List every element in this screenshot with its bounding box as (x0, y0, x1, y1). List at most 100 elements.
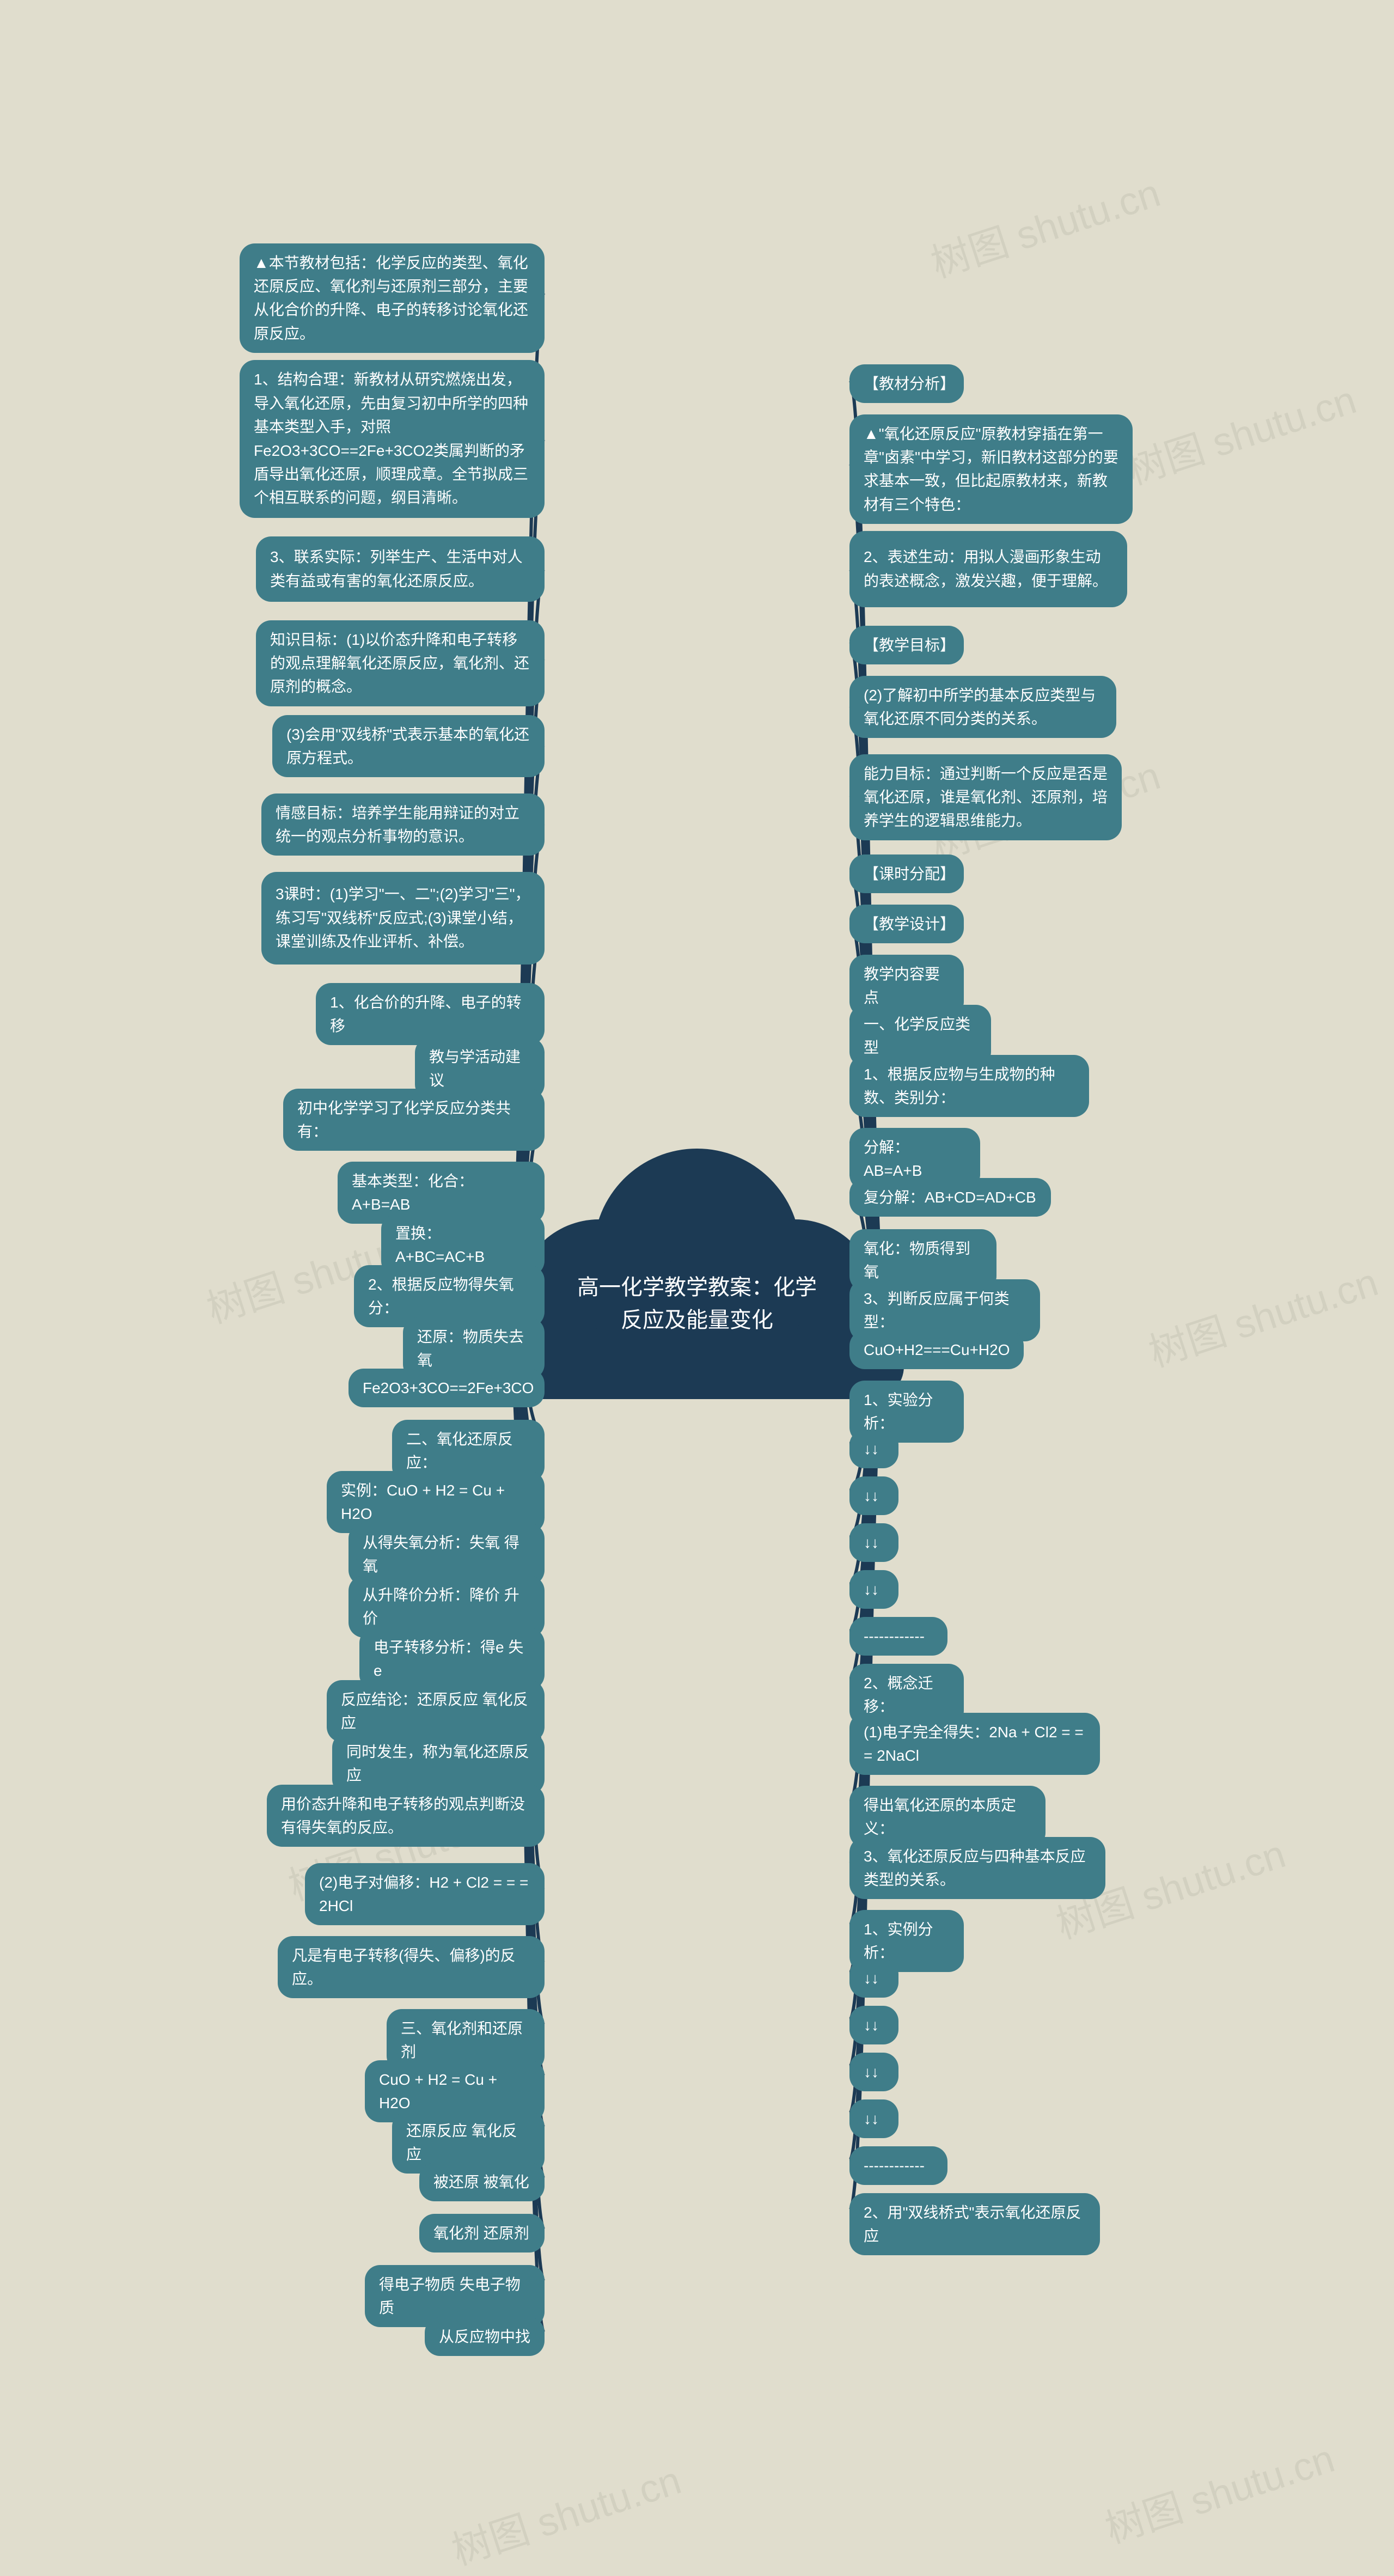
node-label: ↓↓ (864, 1484, 879, 1507)
left-node: 1、化合价的升降、电子的转移 (316, 983, 545, 1046)
left-node: 被还原 被氧化 (419, 2163, 545, 2201)
right-node: 复分解：AB+CD=AD+CB (849, 1178, 1051, 1217)
node-label: 3、氧化还原反应与四种基本反应类型的关系。 (864, 1845, 1091, 1892)
watermark: 树图 shutu.cn (1097, 2426, 1340, 2554)
node-label: 3、联系实际：列举生产、生活中对人类有益或有害的氧化还原反应。 (270, 545, 530, 593)
node-label: 1、根据反应物与生成物的种数、类别分： (864, 1063, 1075, 1110)
node-label: 从升降价分析：降价 升价 (363, 1583, 530, 1631)
node-label: ↓↓ (864, 1967, 879, 1990)
node-label: 能力目标：通过判断一个反应是否是氧化还原，谁是氧化剂、还原剂，培养学生的逻辑思维… (864, 762, 1108, 833)
right-node: 【教学目标】 (849, 626, 964, 664)
node-label: 基本类型：化合：A+B=AB (352, 1169, 530, 1217)
node-label: ------------ (864, 2154, 925, 2177)
node-label: 电子转移分析：得e 失e (374, 1635, 530, 1683)
right-node: ↓↓ (849, 1523, 898, 1562)
right-node: 【教材分析】 (849, 364, 964, 403)
node-label: 1、结构合理：新教材从研究燃烧出发，导入氧化还原，先由复习初中所学的四种基本类型… (254, 368, 530, 509)
node-label: ------------ (864, 1625, 925, 1648)
right-node: (1)电子完全得失：2Na + Cl2 = = = 2NaCl (849, 1713, 1100, 1775)
node-label: 凡是有电子转移(得失、偏移)的反应。 (292, 1944, 530, 1991)
right-node: 2、表述生动：用拟人漫画形象生动的表述概念，激发兴趣，便于理解。 (849, 531, 1127, 607)
node-label: ↓↓ (864, 2013, 879, 2037)
center-title: 高一化学教学教案：化学 反应及能量变化 (577, 1271, 817, 1336)
right-node: ↓↓ (849, 1959, 898, 1998)
node-label: (3)会用"双线桥"式表示基本的氧化还原方程式。 (286, 723, 530, 770)
node-label: 三、氧化剂和还原剂 (401, 2017, 530, 2064)
node-label: CuO + H2 = Cu + H2O (379, 2068, 530, 2115)
node-label: 1、实例分析： (864, 1918, 950, 1965)
node-label: 二、氧化还原反应： (406, 1427, 530, 1475)
watermark: 树图 shutu.cn (922, 161, 1166, 289)
node-label: 3课时：(1)学习"一、二";(2)学习"三"，练习写"双线桥"反应式;(3)课… (276, 882, 530, 953)
node-label: 还原反应 氧化反应 (406, 2119, 530, 2166)
left-node: 凡是有电子转移(得失、偏移)的反应。 (278, 1936, 545, 1999)
watermark: 树图 shutu.cn (1118, 368, 1362, 496)
right-node: ------------ (849, 1617, 947, 1656)
left-node: (3)会用"双线桥"式表示基本的氧化还原方程式。 (272, 715, 545, 778)
node-label: 1、化合价的升降、电子的转移 (330, 991, 530, 1038)
left-node: 1、结构合理：新教材从研究燃烧出发，导入氧化还原，先由复习初中所学的四种基本类型… (240, 360, 545, 518)
node-label: 3、判断反应属于何类型： (864, 1287, 1026, 1334)
node-label: 从反应物中找 (439, 2325, 530, 2348)
right-node: ↓↓ (849, 2053, 898, 2091)
node-label: 知识目标：(1)以价态升降和电子转移的观点理解氧化还原反应，氧化剂、还原剂的概念… (270, 628, 530, 699)
right-node: 1、根据反应物与生成物的种数、类别分： (849, 1055, 1089, 1118)
node-label: 同时发生，称为氧化还原反应 (346, 1740, 530, 1787)
node-label: 置换：A+BC=AC+B (395, 1222, 530, 1269)
node-label: ▲本节教材包括：化学反应的类型、氧化还原反应、氧化剂与还原剂三部分，主要从化合价… (254, 251, 530, 346)
left-node: ▲本节教材包括：化学反应的类型、氧化还原反应、氧化剂与还原剂三部分，主要从化合价… (240, 243, 545, 353)
node-label: 2、根据反应物得失氧分： (368, 1273, 530, 1320)
node-label: ↓↓ (864, 2107, 879, 2131)
watermark: 树图 shutu.cn (1140, 1250, 1384, 1378)
node-label: 初中化学学习了化学反应分类共有： (297, 1096, 530, 1144)
node-label: 还原：物质失去氧 (417, 1325, 530, 1372)
left-node: Fe2O3+3CO==2Fe+3CO (348, 1369, 545, 1407)
left-node: 氧化剂 还原剂 (419, 2214, 545, 2253)
node-label: 【教学目标】 (864, 633, 950, 657)
left-node: 从反应物中找 (425, 2317, 545, 2356)
right-node: 【教学设计】 (849, 905, 964, 943)
node-label: ↓↓ (864, 1437, 879, 1461)
left-node: 情感目标：培养学生能用辩证的对立统一的观点分析事物的意识。 (261, 793, 545, 856)
node-label: 分解：AB=A+B (864, 1136, 966, 1183)
node-label: ▲"氧化还原反应"原教材穿插在第一章"卤素"中学习，新旧教材这部分的要求基本一致… (864, 422, 1118, 517)
node-label: ↓↓ (864, 1531, 879, 1554)
node-label: (2)了解初中所学的基本反应类型与氧化还原不同分类的关系。 (864, 683, 1102, 731)
left-node: 3课时：(1)学习"一、二";(2)学习"三"，练习写"双线桥"反应式;(3)课… (261, 872, 545, 965)
right-node: ↓↓ (849, 1476, 898, 1515)
node-label: ↓↓ (864, 2060, 879, 2084)
right-node: ↓↓ (849, 2099, 898, 2138)
node-label: 【教学设计】 (864, 912, 950, 936)
node-label: 氧化：物质得到氧 (864, 1237, 982, 1284)
left-node: 初中化学学习了化学反应分类共有： (283, 1089, 545, 1151)
node-label: 得电子物质 失电子物质 (379, 2273, 530, 2320)
left-node: 知识目标：(1)以价态升降和电子转移的观点理解氧化还原反应，氧化剂、还原剂的概念… (256, 620, 545, 706)
node-label: 氧化剂 还原剂 (433, 2221, 529, 2245)
left-node: 用价态升降和电子转移的观点判断没有得失氧的反应。 (267, 1785, 545, 1847)
node-label: 情感目标：培养学生能用辩证的对立统一的观点分析事物的意识。 (276, 801, 530, 849)
node-label: (2)电子对偏移：H2 + Cl2 = = = 2HCl (319, 1871, 530, 1918)
right-node: ↓↓ (849, 1570, 898, 1609)
left-node: (2)电子对偏移：H2 + Cl2 = = = 2HCl (305, 1863, 545, 1926)
node-label: 2、用"双线桥式"表示氧化还原反应 (864, 2201, 1086, 2248)
node-label: 2、概念迁移： (864, 1671, 950, 1719)
node-label: 一、化学反应类型 (864, 1012, 977, 1060)
node-label: ↓↓ (864, 1578, 879, 1601)
right-node: ↓↓ (849, 1430, 898, 1468)
node-label: 被还原 被氧化 (433, 2170, 529, 2194)
node-label: 教学内容要点 (864, 962, 950, 1010)
right-node: 3、氧化还原反应与四种基本反应类型的关系。 (849, 1837, 1105, 1900)
watermark: 树图 shutu.cn (443, 2448, 687, 2576)
node-label: 实例：CuO + H2 = Cu + H2O (341, 1479, 530, 1526)
right-node: (2)了解初中所学的基本反应类型与氧化还原不同分类的关系。 (849, 676, 1116, 738)
node-label: (1)电子完全得失：2Na + Cl2 = = = 2NaCl (864, 1720, 1086, 1768)
right-node: CuO+H2===Cu+H2O (849, 1330, 1024, 1369)
node-label: CuO+H2===Cu+H2O (864, 1338, 1010, 1362)
node-label: 1、实验分析： (864, 1388, 950, 1436)
right-node: ↓↓ (849, 2006, 898, 2044)
node-label: 反应结论：还原反应 氧化反应 (341, 1688, 530, 1735)
right-node: 【课时分配】 (849, 854, 964, 893)
node-label: 从得失氧分析：失氧 得氧 (363, 1531, 530, 1578)
node-label: 【课时分配】 (864, 862, 950, 886)
right-node: 能力目标：通过判断一个反应是否是氧化还原，谁是氧化剂、还原剂，培养学生的逻辑思维… (849, 754, 1122, 840)
